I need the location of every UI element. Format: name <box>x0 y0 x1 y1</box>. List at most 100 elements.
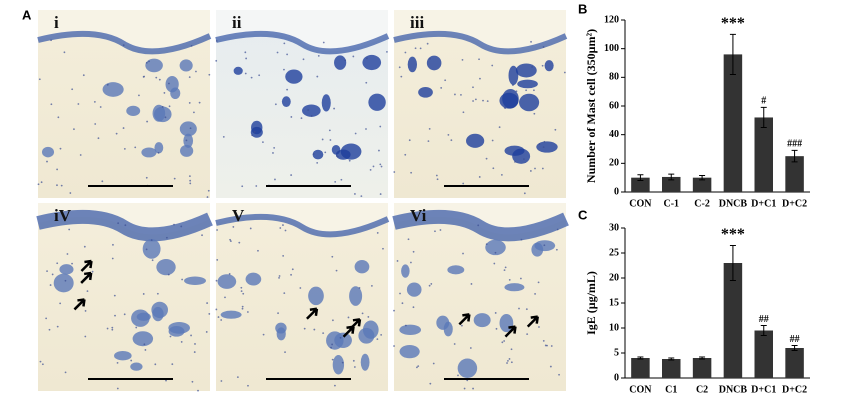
bar <box>754 330 773 378</box>
significance: *** <box>721 15 745 32</box>
nucleus <box>180 225 183 228</box>
nucleus <box>316 75 319 78</box>
nucleus <box>313 328 316 331</box>
nucleus <box>41 363 44 366</box>
nucleus <box>417 365 420 368</box>
epidermis <box>216 203 388 235</box>
nucleus <box>534 293 536 295</box>
nucleus <box>39 360 42 363</box>
bar <box>785 156 804 192</box>
nucleus <box>321 138 324 141</box>
nucleus <box>408 139 411 142</box>
nucleus <box>393 345 395 347</box>
nucleus <box>416 366 418 369</box>
nucleus <box>307 109 310 111</box>
nucleus <box>506 362 508 364</box>
nucleus <box>429 382 432 385</box>
nucleus <box>122 44 125 47</box>
follicle <box>168 322 190 334</box>
y-tick-label: 5 <box>614 347 619 358</box>
nucleus <box>284 229 287 232</box>
follicle <box>536 141 558 153</box>
nucleus <box>111 328 114 331</box>
nucleus <box>504 266 507 269</box>
epidermis-layer <box>215 213 390 238</box>
follicle <box>183 133 194 148</box>
panel-label: A <box>22 7 32 22</box>
nucleus <box>328 129 331 132</box>
nucleus <box>193 111 195 114</box>
nucleus <box>379 125 382 128</box>
nucleus <box>194 343 196 345</box>
nucleus <box>410 171 413 174</box>
follicle <box>245 272 262 286</box>
nucleus <box>168 82 170 85</box>
nucleus <box>335 155 338 157</box>
nucleus <box>515 90 518 93</box>
follicle <box>466 133 485 148</box>
nucleus <box>491 139 494 142</box>
nucleus <box>244 51 247 54</box>
y-tick-label: 120 <box>604 14 619 25</box>
nucleus <box>282 224 284 226</box>
nucleus <box>426 42 429 45</box>
nucleus <box>556 228 559 231</box>
bar <box>662 176 681 192</box>
nucleus <box>534 167 536 170</box>
y-tick-label: 10 <box>609 322 619 333</box>
nucleus <box>353 366 356 368</box>
nucleus <box>361 312 364 315</box>
nucleus <box>173 177 176 180</box>
nucleus <box>354 132 357 135</box>
nucleus <box>241 307 244 310</box>
nucleus <box>462 252 464 255</box>
nucleus <box>555 248 558 251</box>
nucleus <box>111 257 114 260</box>
nucleus <box>434 230 436 233</box>
nucleus <box>358 287 361 289</box>
nucleus <box>382 247 384 250</box>
nucleus <box>59 302 62 305</box>
follicle <box>132 331 154 347</box>
nucleus <box>51 273 54 276</box>
nucleus <box>549 365 552 368</box>
arrow <box>306 307 319 320</box>
image-label: Vi <box>410 206 427 225</box>
follicle <box>512 148 531 164</box>
x-tick-label: DNCB <box>719 198 748 209</box>
nucleus <box>144 349 147 351</box>
nucleus <box>525 308 528 311</box>
nucleus <box>462 182 465 185</box>
nucleus <box>330 346 332 349</box>
nucleus <box>379 193 382 195</box>
nucleus <box>101 180 104 183</box>
nucleus <box>482 99 484 102</box>
nucleus <box>236 376 239 379</box>
nucleus <box>205 331 208 333</box>
epidermis-layer <box>37 30 212 55</box>
nucleus <box>322 41 325 44</box>
follicle <box>285 69 303 84</box>
nucleus <box>94 123 97 125</box>
image-label: V <box>232 206 245 225</box>
error-bar <box>668 173 675 181</box>
nucleus <box>501 341 504 344</box>
significance: # <box>761 96 766 107</box>
y-tick-label: 0 <box>614 186 619 197</box>
nucleus <box>189 127 192 130</box>
nucleus <box>50 103 53 106</box>
nucleus <box>542 46 545 48</box>
bar <box>692 358 712 378</box>
nucleus <box>161 105 164 108</box>
nucleus <box>508 278 511 281</box>
x-tick-label: CON <box>629 384 652 395</box>
nucleus <box>279 227 282 229</box>
follicle <box>41 146 55 158</box>
nucleus <box>290 116 293 118</box>
follicle <box>362 54 382 71</box>
nucleus <box>303 327 306 330</box>
nucleus <box>255 185 258 187</box>
nucleus <box>432 362 435 365</box>
nucleus <box>229 238 231 241</box>
